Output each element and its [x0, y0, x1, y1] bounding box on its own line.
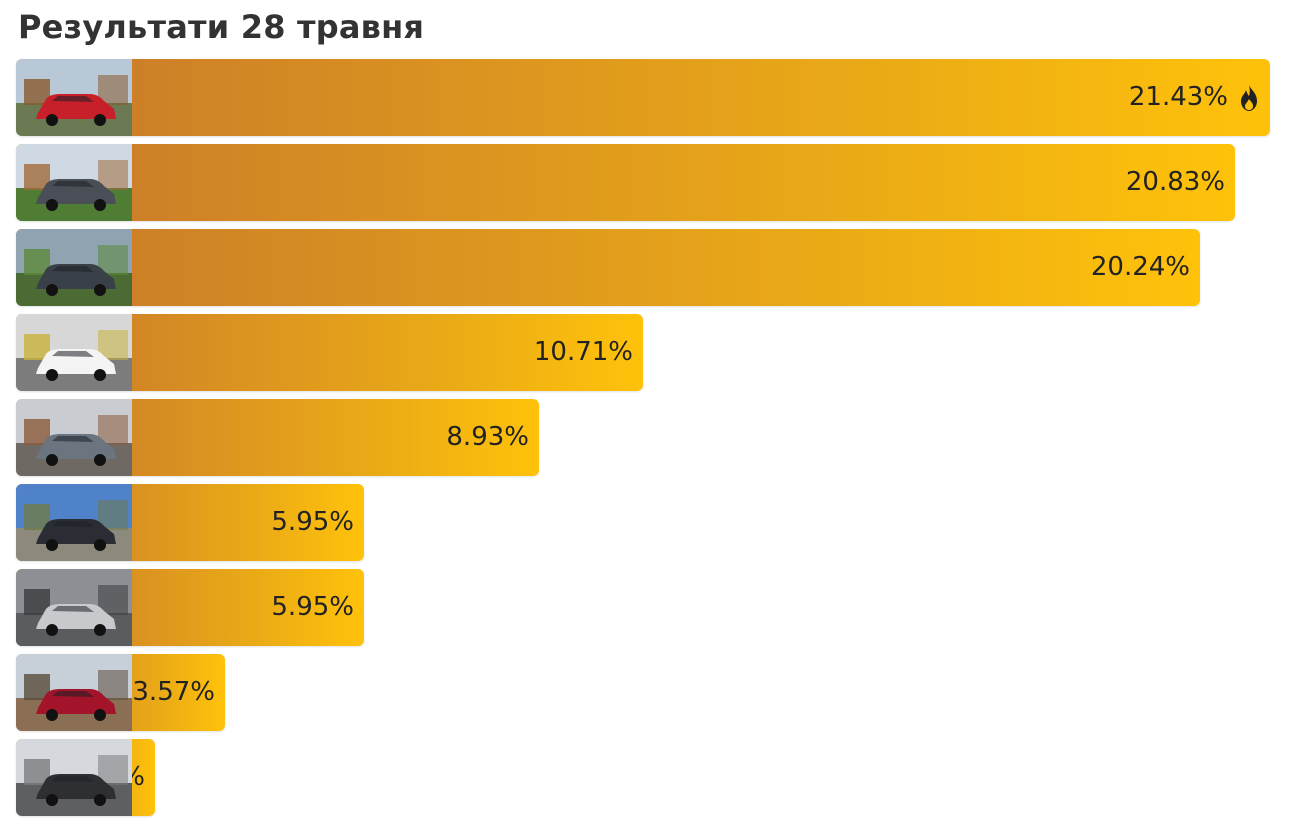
- car-photo-thumbnail: [16, 569, 132, 646]
- bar-value-text: 20.83%: [1125, 167, 1225, 197]
- bar-value-text: 20.24%: [1090, 252, 1190, 282]
- car-photo-thumbnail: [16, 59, 132, 136]
- bar-value-text: 8.93%: [446, 422, 529, 452]
- bar-value-label: 3.57%: [132, 654, 215, 731]
- bar-row: 20.83%: [16, 144, 1270, 221]
- bar-value-label: 5.95%: [271, 484, 354, 561]
- fire-icon: [1241, 84, 1257, 111]
- bar-row: 20.24%: [16, 229, 1270, 306]
- bar: 20.83%: [16, 144, 1235, 221]
- bar: 20.24%: [16, 229, 1200, 306]
- bar-value-label: 20.24%: [1091, 229, 1190, 306]
- bar-row: 10.71%: [16, 314, 1270, 391]
- car-photo-thumbnail: [16, 229, 132, 306]
- bar-value-text: 5.95%: [271, 592, 354, 622]
- bar-value-label: 8.93%: [446, 399, 529, 476]
- car-photo-thumbnail: [16, 739, 132, 816]
- bar-row: 5.95%: [16, 569, 1270, 646]
- bar-row: 5.95%: [16, 484, 1270, 561]
- bar-value-label: 10.71%: [534, 314, 633, 391]
- bar-value-label: 20.83%: [1126, 144, 1225, 221]
- bar-value-text: 5.95%: [271, 507, 354, 537]
- bar-row: 8.93%: [16, 399, 1270, 476]
- bar-value-text: 21.43%: [1128, 82, 1228, 112]
- bar-value-label: 21.43%: [1129, 59, 1260, 136]
- bar-chart: 21.43% 20.83% 20.24% 10.71% 8.93% 5.95% 5.95% 3…: [16, 59, 1270, 824]
- bar-row: 21.43%: [16, 59, 1270, 136]
- bar-row: 2.38%: [16, 739, 1270, 816]
- car-photo-thumbnail: [16, 654, 132, 731]
- bar-value-text: 10.71%: [533, 337, 633, 367]
- bar-value-text: 3.57%: [132, 677, 215, 707]
- car-photo-thumbnail: [16, 314, 132, 391]
- car-photo-thumbnail: [16, 144, 132, 221]
- chart-title: Результати 28 травня: [18, 8, 425, 46]
- bar-row: 3.57%: [16, 654, 1270, 731]
- car-photo-thumbnail: [16, 399, 132, 476]
- bar-value-label: 5.95%: [271, 569, 354, 646]
- bar: 21.43%: [16, 59, 1270, 136]
- car-photo-thumbnail: [16, 484, 132, 561]
